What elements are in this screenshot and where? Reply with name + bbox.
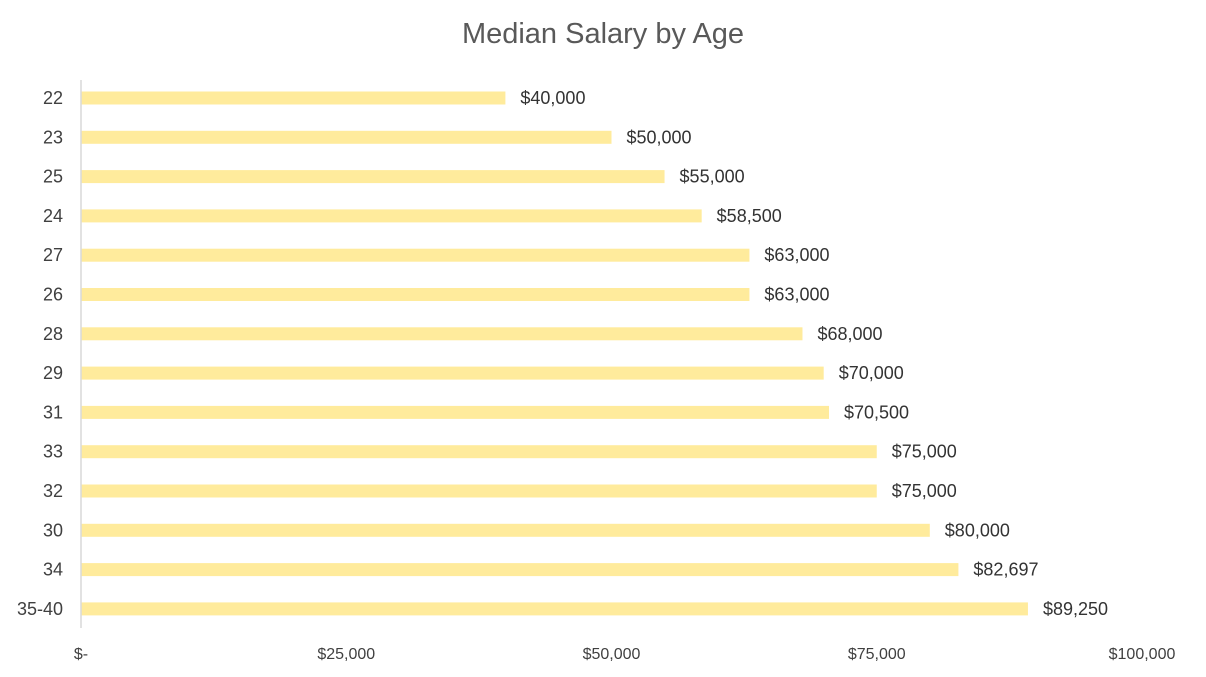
x-tick-label: $-	[74, 646, 88, 663]
bar	[81, 445, 877, 459]
data-label: $58,500	[717, 206, 782, 226]
bar	[81, 170, 665, 184]
bar	[81, 366, 824, 380]
category-label: 33	[43, 442, 63, 462]
data-label: $55,000	[680, 167, 745, 187]
data-label: $63,000	[764, 245, 829, 265]
category-label: 25	[43, 167, 63, 187]
x-tick-label: $25,000	[317, 646, 375, 663]
chart-title: Median Salary by Age	[461, 18, 745, 50]
bar	[81, 602, 1028, 616]
data-label: $82,697	[973, 560, 1038, 580]
category-label: 26	[43, 285, 63, 305]
bar	[81, 288, 750, 301]
bar	[81, 484, 877, 498]
category-label: 30	[43, 520, 63, 540]
data-label: $80,000	[945, 520, 1010, 540]
data-label: $68,000	[817, 324, 882, 344]
bar	[81, 563, 959, 577]
x-tick-label: $100,000	[1109, 646, 1176, 663]
category-label: 23	[43, 127, 63, 147]
data-label: $75,000	[892, 442, 957, 462]
data-label: $89,250	[1043, 599, 1108, 619]
data-label: $50,000	[627, 127, 692, 147]
category-label: 24	[43, 206, 63, 226]
data-label: $75,000	[892, 481, 957, 501]
data-label: $40,000	[520, 88, 585, 108]
data-label: $70,500	[844, 402, 909, 422]
x-tick-label: $75,000	[848, 646, 906, 663]
bar	[81, 523, 930, 537]
bar	[81, 248, 750, 262]
category-label: 27	[43, 245, 63, 265]
bar	[81, 91, 506, 105]
bar	[81, 327, 803, 341]
category-label: 31	[43, 402, 63, 422]
category-label: 34	[43, 560, 63, 580]
bar	[81, 209, 702, 223]
category-label: 29	[43, 363, 63, 383]
data-label: $70,000	[839, 363, 904, 383]
bar	[81, 405, 830, 419]
bar	[81, 130, 612, 144]
data-label: $63,000	[764, 285, 829, 305]
category-label: 28	[43, 324, 63, 344]
category-label: 22	[43, 88, 63, 108]
category-label: 35-40	[17, 599, 63, 619]
category-label: 32	[43, 481, 63, 501]
x-tick-label: $50,000	[583, 646, 641, 663]
